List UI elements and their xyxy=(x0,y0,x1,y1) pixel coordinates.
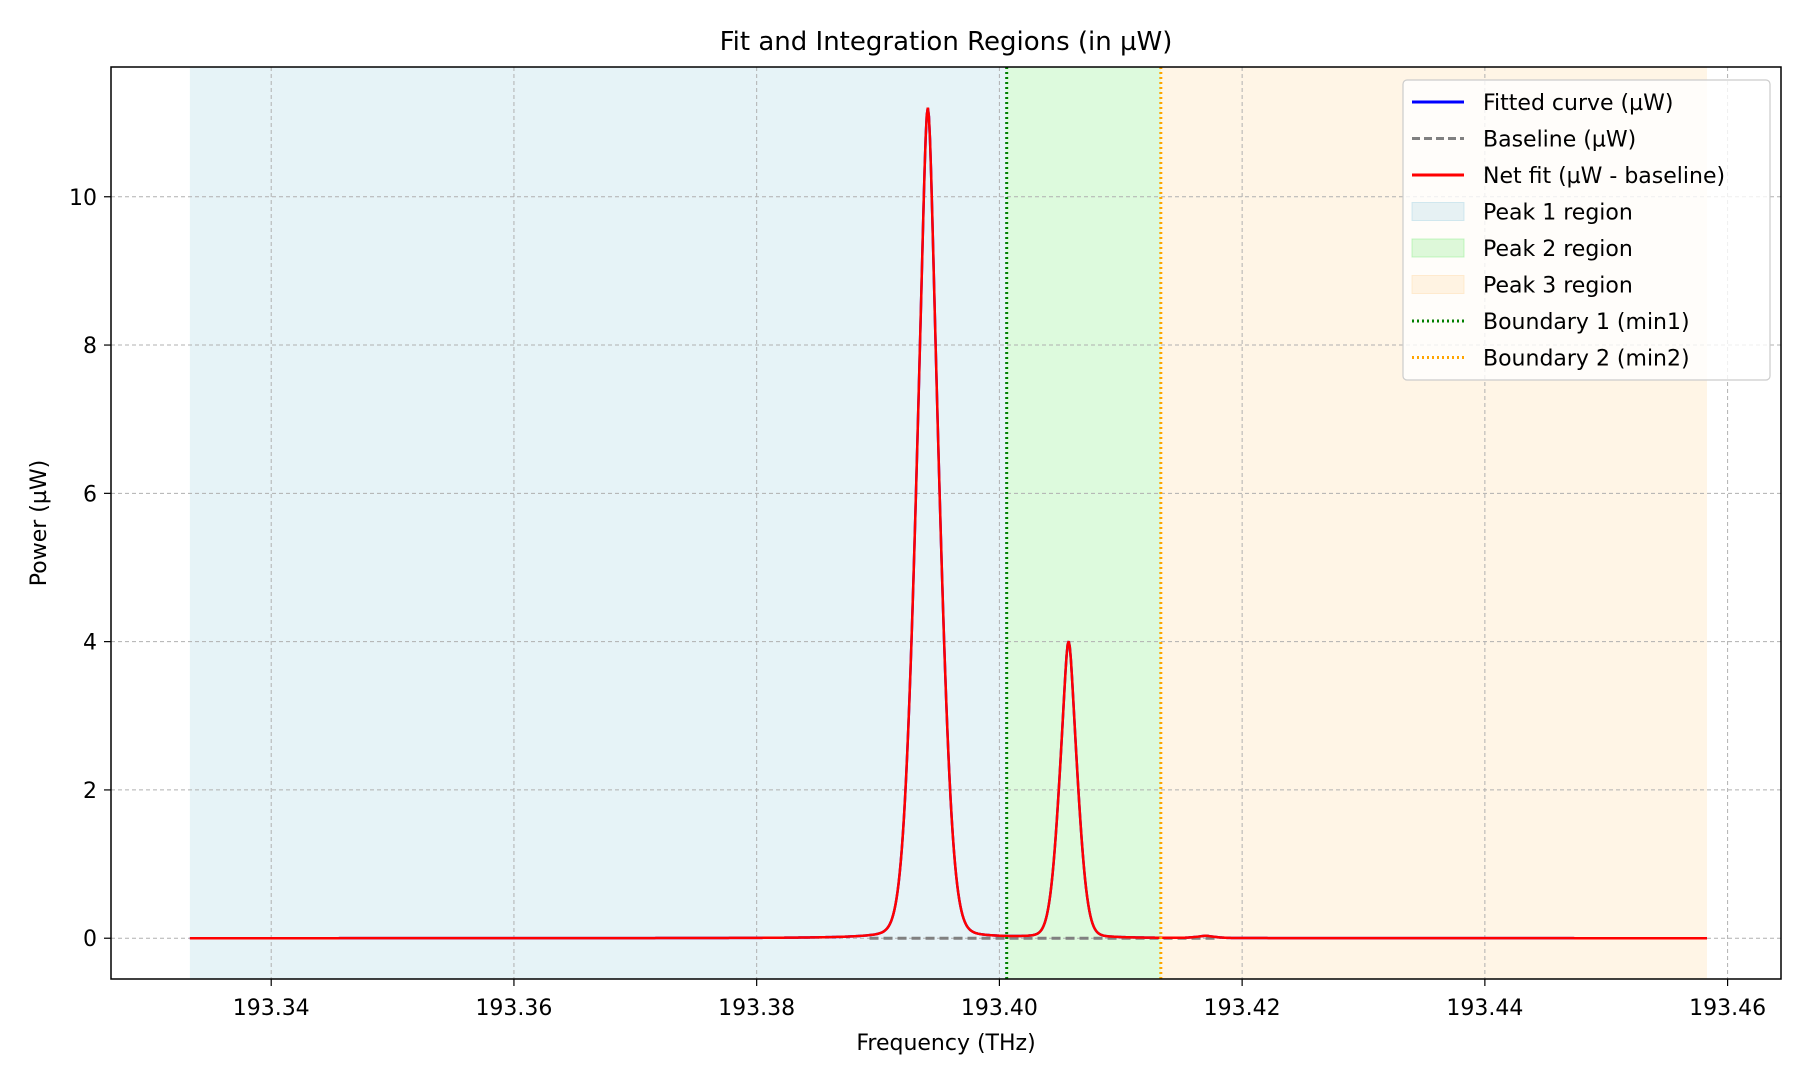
y-tick-label: 2 xyxy=(83,779,97,804)
legend-label: Peak 1 region xyxy=(1483,201,1633,226)
legend-label: Peak 2 region xyxy=(1483,237,1633,262)
x-axis: 193.34 193.36 193.38 193.40 193.42 193.44 193.… xyxy=(233,979,1766,1021)
x-tick-label: 193.42 xyxy=(1204,996,1281,1021)
series-net-fit xyxy=(189,107,1707,940)
legend-swatch xyxy=(1411,275,1465,294)
region-peak-2 xyxy=(1006,67,1161,979)
chart-title: Fit and Integration Regions (in µW) xyxy=(720,27,1173,57)
legend: Fitted curve (µW) Baseline (µW) Net fit (µ… xyxy=(1402,79,1771,381)
legend-swatch xyxy=(1411,202,1465,221)
legend-label: Net fit (µW - baseline) xyxy=(1483,164,1725,189)
region-layer xyxy=(189,67,1707,979)
x-tick-label: 193.38 xyxy=(718,996,795,1021)
y-tick-label: 8 xyxy=(83,334,97,359)
y-tick-label: 6 xyxy=(83,482,97,507)
plot-frame xyxy=(110,66,1782,980)
legend-label: Boundary 1 (min1) xyxy=(1483,310,1690,335)
y-axis: 0 2 4 6 8 10 xyxy=(69,186,111,952)
x-axis-label: Frequency (THz) xyxy=(856,1031,1035,1056)
legend-label: Baseline (µW) xyxy=(1483,128,1636,153)
x-tick-label: 193.40 xyxy=(961,996,1038,1021)
legend-swatch xyxy=(1411,238,1465,258)
legend-label: Fitted curve (µW) xyxy=(1483,91,1673,116)
y-tick-label: 0 xyxy=(83,927,97,952)
x-tick-label: 193.46 xyxy=(1689,996,1766,1021)
legend-label: Boundary 2 (min2) xyxy=(1483,347,1690,372)
y-axis-label: Power (µW) xyxy=(27,460,52,586)
legend-box xyxy=(1402,79,1771,381)
legend-label: Peak 3 region xyxy=(1483,274,1633,299)
x-tick-label: 193.36 xyxy=(475,996,552,1021)
region-peak-1 xyxy=(189,67,1007,979)
series-layer xyxy=(189,67,1707,979)
y-tick-label: 4 xyxy=(83,631,97,656)
y-tick-label: 10 xyxy=(69,186,97,211)
x-tick-label: 193.44 xyxy=(1446,996,1523,1021)
x-tick-label: 193.34 xyxy=(233,996,310,1021)
